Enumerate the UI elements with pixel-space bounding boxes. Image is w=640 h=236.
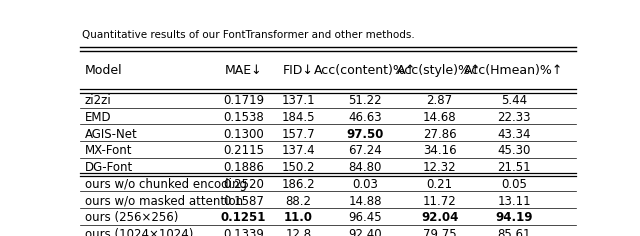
Text: 92.40: 92.40 [348,228,382,236]
Text: 94.19: 94.19 [495,211,532,224]
Text: 0.1538: 0.1538 [223,111,264,124]
Text: 84.80: 84.80 [349,161,382,174]
Text: 27.86: 27.86 [423,128,456,141]
Text: 88.2: 88.2 [285,195,311,208]
Text: 0.21: 0.21 [426,178,452,191]
Text: 2.87: 2.87 [426,94,452,107]
Text: 21.51: 21.51 [497,161,531,174]
Text: 13.11: 13.11 [497,195,531,208]
Text: 5.44: 5.44 [501,94,527,107]
Text: 137.1: 137.1 [282,94,315,107]
Text: 43.34: 43.34 [497,128,531,141]
Text: 150.2: 150.2 [282,161,315,174]
Text: ours (256×256): ours (256×256) [85,211,179,224]
Text: ours w/o masked attention: ours w/o masked attention [85,195,243,208]
Text: 45.30: 45.30 [497,144,531,157]
Text: 0.1339: 0.1339 [223,228,264,236]
Text: 51.22: 51.22 [348,94,382,107]
Text: zi2zi: zi2zi [85,94,112,107]
Text: 0.03: 0.03 [352,178,378,191]
Text: 46.63: 46.63 [348,111,382,124]
Text: 92.04: 92.04 [421,211,458,224]
Text: 0.2520: 0.2520 [223,178,264,191]
Text: AGIS-Net: AGIS-Net [85,128,138,141]
Text: 0.1251: 0.1251 [221,211,266,224]
Text: 137.4: 137.4 [282,144,315,157]
Text: DG-Font: DG-Font [85,161,133,174]
Text: 14.88: 14.88 [348,195,382,208]
Text: 11.0: 11.0 [284,211,313,224]
Text: 14.68: 14.68 [423,111,456,124]
Text: 0.1886: 0.1886 [223,161,264,174]
Text: ours (1024×1024): ours (1024×1024) [85,228,193,236]
Text: 34.16: 34.16 [423,144,456,157]
Text: 97.50: 97.50 [346,128,384,141]
Text: 12.8: 12.8 [285,228,311,236]
Text: 184.5: 184.5 [282,111,315,124]
Text: 186.2: 186.2 [282,178,315,191]
Text: MX-Font: MX-Font [85,144,132,157]
Text: 0.1300: 0.1300 [223,128,264,141]
Text: 79.75: 79.75 [423,228,456,236]
Text: 0.1587: 0.1587 [223,195,264,208]
Text: Model: Model [85,64,123,77]
Text: Acc(content)%↑: Acc(content)%↑ [314,64,417,77]
Text: MAE↓: MAE↓ [225,64,262,77]
Text: Quantitative results of our FontTransformer and other methods.: Quantitative results of our FontTransfor… [83,30,415,40]
Text: 0.05: 0.05 [501,178,527,191]
Text: Acc(Hmean)%↑: Acc(Hmean)%↑ [464,64,564,77]
Text: 11.72: 11.72 [423,195,456,208]
Text: 67.24: 67.24 [348,144,382,157]
Text: EMD: EMD [85,111,111,124]
Text: 22.33: 22.33 [497,111,531,124]
Text: ours w/o chunked encoding: ours w/o chunked encoding [85,178,247,191]
Text: 12.32: 12.32 [423,161,456,174]
Text: 85.61: 85.61 [497,228,531,236]
Text: FID↓: FID↓ [283,64,314,77]
Text: 157.7: 157.7 [282,128,315,141]
Text: 0.1719: 0.1719 [223,94,264,107]
Text: 0.2115: 0.2115 [223,144,264,157]
Text: Acc(style)%↑: Acc(style)%↑ [397,64,482,77]
Text: 96.45: 96.45 [348,211,382,224]
